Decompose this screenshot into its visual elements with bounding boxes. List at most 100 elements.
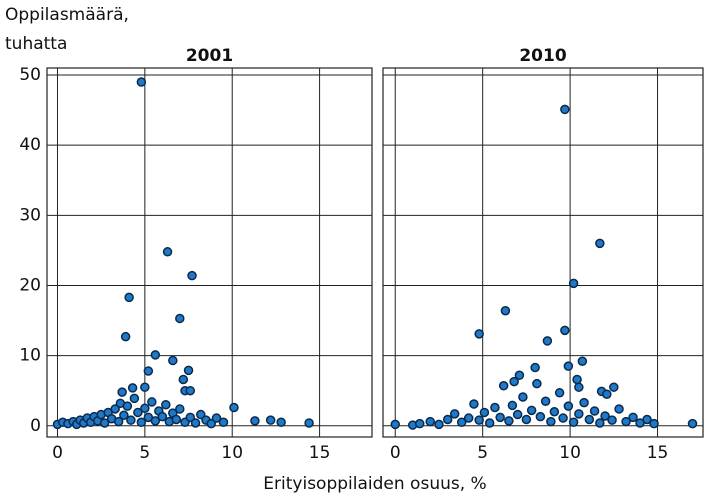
- scatter-point: [474, 329, 484, 339]
- scatter-point: [265, 415, 276, 425]
- scatter-point: [687, 418, 698, 429]
- scatter-point: [474, 415, 484, 425]
- scatter-point: [602, 389, 612, 399]
- scatter-point: [549, 406, 560, 417]
- scatter-point: [218, 417, 229, 428]
- scatter-point: [577, 356, 588, 366]
- scatter-point: [157, 411, 168, 422]
- y-axis-label: tuhatta: [5, 34, 67, 54]
- x-tick-label: 10: [221, 443, 243, 463]
- scatter-point: [140, 382, 150, 392]
- y-tick-label: 0: [30, 416, 41, 436]
- scatter-point: [250, 416, 260, 426]
- scatter-point: [479, 407, 490, 418]
- scatter-point: [136, 77, 147, 87]
- scatter-point: [143, 366, 154, 376]
- scatter-point: [563, 361, 574, 371]
- x-tick-label: 0: [390, 443, 401, 463]
- plot-frame: [382, 67, 704, 438]
- scatter-point: [161, 399, 171, 410]
- scatter-point: [449, 409, 460, 419]
- scatter-point: [175, 404, 185, 414]
- scatter-point: [187, 270, 197, 281]
- scatter-point: [540, 396, 551, 406]
- scatter-point: [490, 402, 500, 413]
- scatter-point: [512, 409, 523, 420]
- x-tick-label: 15: [647, 443, 669, 463]
- scatter-point: [495, 412, 505, 423]
- scatter-point: [560, 104, 570, 115]
- scatter-point: [574, 409, 584, 419]
- scatter-point: [484, 418, 495, 428]
- panel-title: 2001: [186, 46, 233, 66]
- scatter-point: [129, 393, 140, 404]
- scatter-point: [175, 313, 185, 324]
- plot-frame: [46, 67, 373, 438]
- y-tick-label: 30: [19, 205, 41, 225]
- scatter-point: [514, 370, 525, 381]
- x-axis-label: Erityisoppilaiden osuus, %: [263, 474, 486, 494]
- scatter-point: [498, 381, 509, 391]
- y-tick-label: 40: [19, 135, 41, 155]
- x-tick-label: 10: [559, 443, 581, 463]
- scatter-point: [162, 247, 173, 257]
- scatter-point: [390, 419, 400, 430]
- scatter-point: [414, 418, 425, 429]
- scatter-point: [574, 382, 584, 392]
- scatter-point: [628, 412, 638, 423]
- scatter-point: [607, 415, 617, 425]
- scatter-point: [463, 413, 474, 423]
- y-tick-label: 10: [19, 346, 41, 366]
- panel-title: 2010: [519, 46, 566, 66]
- scatter-point: [133, 407, 143, 418]
- scatter-point: [614, 404, 624, 414]
- scatter-point: [304, 418, 314, 428]
- scatter-point: [196, 409, 206, 420]
- scatter-point: [150, 350, 161, 360]
- scatter-point: [507, 400, 518, 411]
- scatter-point: [140, 403, 150, 413]
- scatter-point: [509, 376, 519, 387]
- y-axis-label: Oppilasmäärä,: [5, 5, 129, 25]
- scatter-point: [532, 378, 542, 389]
- scatter-point: [126, 415, 136, 425]
- scatter-point: [120, 331, 131, 342]
- scatter-point: [621, 416, 631, 427]
- scatter-point: [456, 417, 467, 428]
- scatter-point: [518, 392, 528, 402]
- x-tick-label: 5: [477, 443, 488, 463]
- scatter-point: [229, 402, 239, 413]
- scatter-point: [563, 401, 574, 411]
- scatter-point: [584, 414, 595, 425]
- scatter-point: [117, 387, 127, 397]
- scatter-point: [469, 399, 479, 409]
- scatter-point: [504, 416, 514, 426]
- scatter-point: [572, 374, 582, 385]
- scatter-point: [168, 355, 178, 366]
- scatter-point: [526, 405, 537, 416]
- y-tick-label: 20: [19, 275, 41, 295]
- scatter-point: [185, 412, 196, 423]
- scatter-point: [589, 406, 600, 416]
- scatter-point: [521, 414, 532, 425]
- scatter-point: [99, 418, 110, 428]
- scatter-point: [110, 404, 120, 414]
- scatter-point: [609, 382, 619, 392]
- scatter-point: [119, 410, 129, 421]
- y-tick-label: 50: [19, 65, 41, 85]
- scatter-point: [649, 418, 659, 429]
- scatter-point: [185, 385, 196, 396]
- scatter-point: [535, 411, 546, 422]
- scatter-point: [442, 414, 453, 425]
- scatter-point: [122, 401, 133, 411]
- scatter-point: [595, 418, 605, 428]
- scatter-point: [124, 292, 134, 303]
- scatter-point: [276, 417, 286, 428]
- scatter-point: [425, 416, 435, 427]
- scatter-point: [171, 414, 182, 425]
- scatter-point: [542, 336, 553, 346]
- scatter-point: [558, 413, 568, 423]
- scatter-point: [568, 278, 579, 289]
- scatter-point: [579, 397, 589, 408]
